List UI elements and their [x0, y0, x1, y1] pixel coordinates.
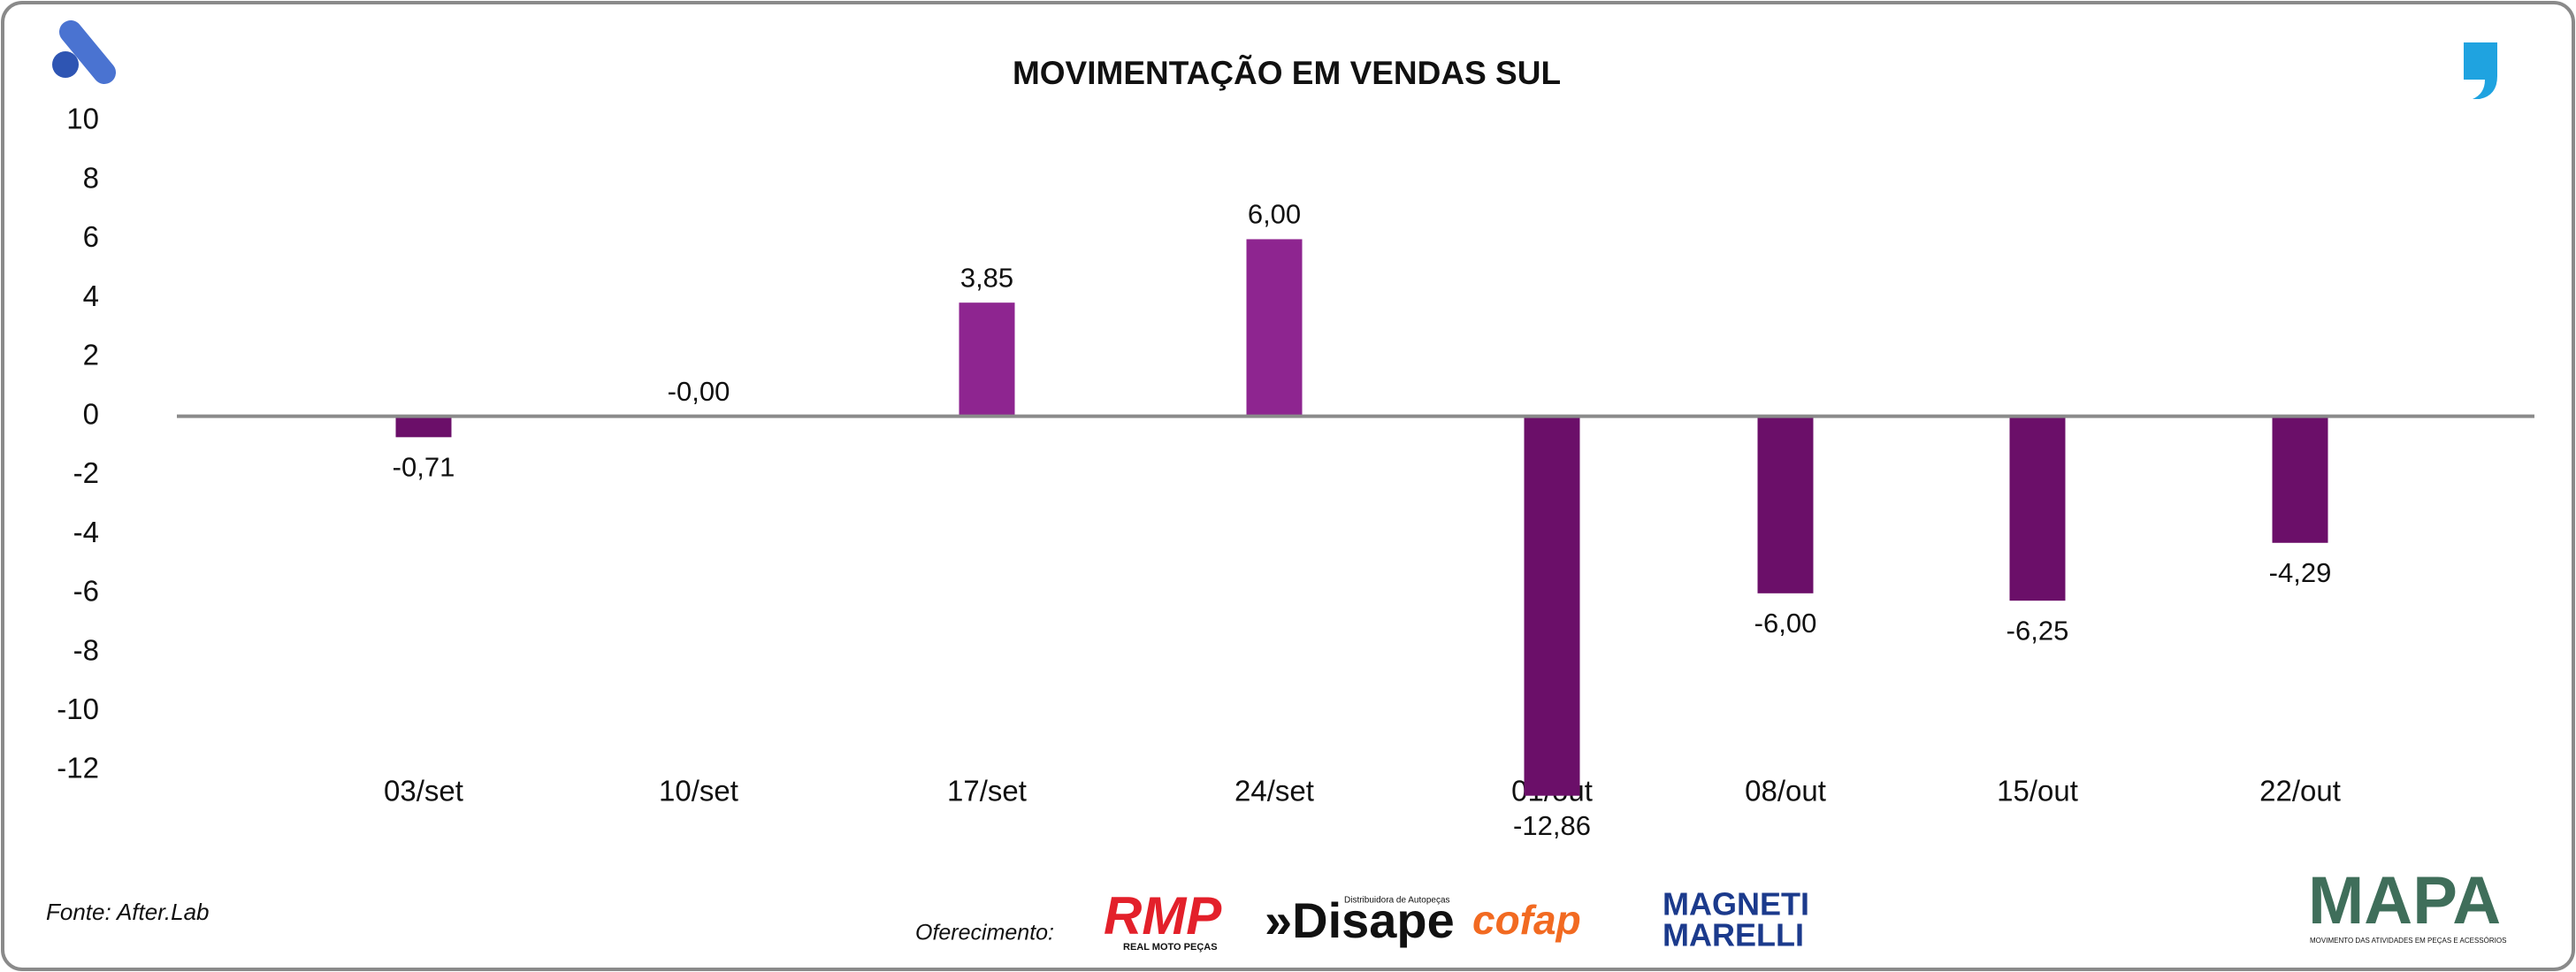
sponsor-logo: RMP	[1104, 886, 1222, 945]
y-tick-label: -2	[73, 456, 99, 489]
y-tick-label: -4	[73, 516, 99, 548]
sponsor-logo: MAGNETI	[1663, 886, 1809, 922]
y-tick-label: 8	[83, 161, 99, 194]
y-tick-label: 2	[83, 339, 99, 371]
data-label: -6,00	[1754, 608, 1817, 639]
bar	[1524, 416, 1580, 796]
bar	[1757, 416, 1814, 593]
offer-label: Oferecimento:	[915, 921, 1054, 945]
y-tick-label: -6	[73, 575, 99, 608]
data-label: -0,00	[668, 376, 730, 407]
y-tick-label: 6	[83, 220, 99, 253]
data-label: -4,29	[2269, 557, 2332, 588]
logo-a	[52, 20, 116, 84]
brand-logo: MAPA	[2308, 863, 2501, 938]
bar	[2272, 416, 2328, 543]
bar	[959, 302, 1015, 417]
sponsor-logo: »Disape	[1265, 892, 1455, 948]
source: Fonte: After.Lab	[46, 899, 210, 925]
x-tick-label: 24/set	[1234, 775, 1314, 807]
bar	[395, 416, 452, 438]
y-tick-label: -8	[73, 633, 99, 666]
data-label: -12,86	[1513, 810, 1591, 841]
y-tick-label: 0	[83, 397, 99, 430]
x-tick-label: 03/set	[384, 775, 463, 807]
data-label: -0,71	[393, 452, 455, 483]
brand-tagline: MOVIMENTO DAS ATIVIDADES EM PEÇAS E ACES…	[2310, 937, 2506, 945]
x-tick-label: 08/out	[1745, 775, 1826, 807]
chart-title: MOVIMENTAÇÃO EM VENDAS SUL	[1013, 54, 1561, 91]
y-tick-label: -10	[57, 693, 99, 725]
data-label: 6,00	[1248, 199, 1301, 230]
y-tick-label: -12	[57, 752, 99, 784]
x-tick-label: 10/set	[659, 775, 738, 807]
logo-comma	[2464, 42, 2497, 99]
y-tick-label: 4	[83, 279, 99, 312]
sponsor-logo: cofap	[1472, 897, 1581, 943]
data-label: -6,25	[2007, 615, 2069, 646]
x-tick-label: 17/set	[947, 775, 1027, 807]
y-tick-label: 10	[66, 103, 99, 135]
x-tick-label: 22/out	[2259, 775, 2341, 807]
bar	[1246, 239, 1303, 417]
x-tick-label: 15/out	[1997, 775, 2078, 807]
bar	[2009, 416, 2066, 601]
sponsor-tagline: REAL MOTO PEÇAS	[1123, 942, 1218, 953]
sponsor-tagline: Distribuidora de Autopeças	[1344, 896, 1450, 906]
data-label: 3,85	[960, 262, 1013, 293]
sponsor-logo: MARELLI	[1663, 917, 1804, 953]
